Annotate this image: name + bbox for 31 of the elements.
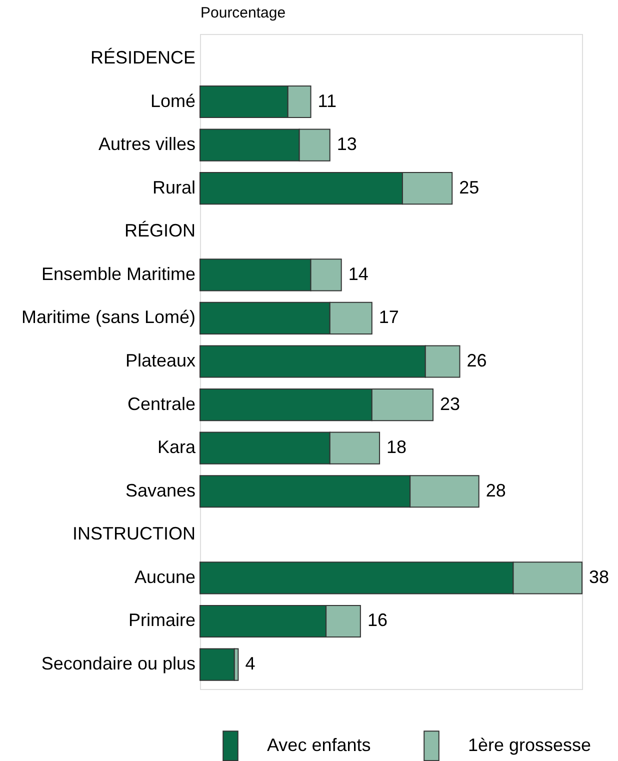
y-tick-label: Kara [157, 437, 196, 458]
x-axis-title: Pourcentage [200, 4, 286, 22]
y-tick-label: Primaire [128, 610, 196, 630]
y-tick-label: Aucune [134, 566, 196, 587]
annotation: 26 [466, 350, 487, 370]
annotation: 38 [589, 566, 610, 587]
legend-label: Avec enfants [267, 734, 371, 755]
y-tick-label: Centrale [127, 394, 196, 414]
y-tick-label: Lomé [150, 90, 196, 111]
y-tick-label: Rural [152, 177, 196, 198]
y-tick-label: Plateaux [125, 350, 196, 370]
annotation: 18 [386, 437, 407, 458]
bar [200, 648, 235, 681]
y-tick-label: Ensemble Maritime [41, 264, 196, 284]
legend-label: 1ère grossesse [468, 734, 592, 755]
annotation: 4 [245, 654, 256, 674]
y-tick-label: Secondaire ou plus [41, 654, 196, 674]
y-tick-label: Savanes [125, 480, 196, 500]
annotation: 13 [336, 134, 357, 154]
annotation: 17 [378, 307, 399, 328]
y-tick-label: Autres villes [98, 134, 196, 154]
annotation: 23 [440, 394, 460, 414]
annotation: 14 [348, 264, 368, 284]
annotation: 11 [318, 90, 336, 111]
annotation: 25 [459, 177, 480, 198]
annotation: 28 [486, 480, 506, 500]
y-tick-label: RÉSIDENCE [90, 47, 196, 68]
y-tick-label: INSTRUCTION [72, 524, 196, 544]
annotation: 16 [367, 610, 388, 630]
y-tick-label: RÉGION [124, 220, 196, 241]
y-tick-label: Maritime (sans Lomé) [21, 307, 196, 328]
